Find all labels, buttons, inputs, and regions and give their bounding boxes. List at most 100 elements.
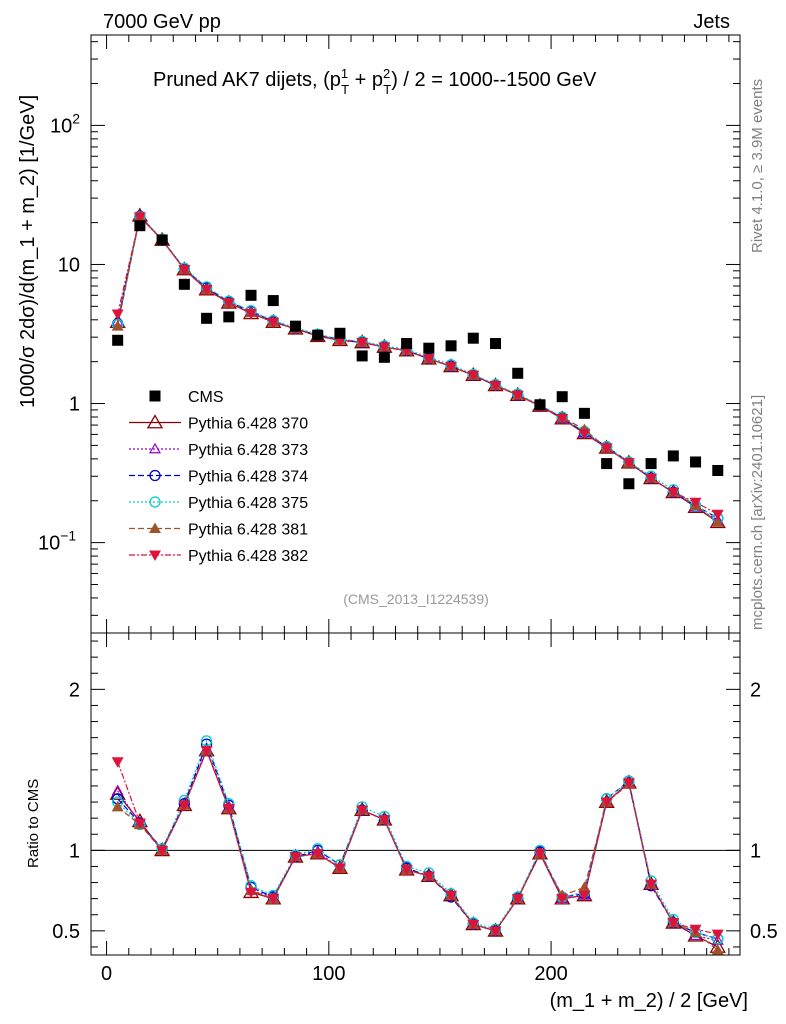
ratio-point-s382 [178, 800, 191, 812]
point-s382 [645, 473, 658, 485]
point-cms [556, 391, 568, 403]
ratio-series-s373 [111, 742, 724, 945]
ratio-point-s382 [511, 894, 524, 905]
ratio-point-s382 [289, 852, 302, 863]
title-sub1: T [341, 82, 349, 97]
ratio-point-s382 [156, 845, 169, 857]
point-s382 [356, 337, 369, 349]
ratio-point-s382 [222, 803, 235, 815]
ratio-point-s382 [578, 890, 591, 902]
legend-label-s381: Pythia 6.428 381 [188, 522, 308, 539]
y-tick-exponent: −1 [60, 528, 76, 544]
title-plus: + p [349, 69, 383, 91]
y-tick-base: 10 [38, 533, 60, 555]
ratio-point-s382 [400, 865, 413, 876]
point-cms [467, 332, 479, 344]
ratio-point-s382 [533, 849, 546, 860]
point-cms [245, 289, 257, 301]
point-s382 [200, 285, 213, 296]
y-tick-label: 10−1 [38, 528, 76, 555]
point-s382 [711, 509, 724, 521]
ratio-plot [109, 735, 726, 955]
legend-marker-s382 [149, 550, 161, 561]
ratio-point-s382 [200, 746, 213, 757]
legend-item-s382: Pythia 6.428 382 [129, 548, 308, 565]
y-tick-exponent: 2 [72, 110, 80, 126]
point-s382 [222, 298, 235, 309]
y-tick-base: 10 [50, 115, 72, 137]
point-cms [178, 278, 190, 290]
point-cms [356, 350, 368, 362]
series-line-s375 [117, 215, 719, 519]
ratio-point-s382 [245, 887, 258, 899]
point-s382 [267, 317, 280, 329]
point-cms [267, 295, 279, 307]
legend-marker-s374 [149, 469, 161, 482]
analysis-id: (CMS_2013_I1224539) [343, 591, 489, 607]
ratio-point-s382 [600, 797, 613, 809]
ratio-point-s382 [378, 815, 391, 826]
point-s382 [578, 428, 591, 440]
ratio-series-s382 [111, 746, 724, 941]
point-s382 [133, 212, 146, 223]
point-s382 [489, 380, 502, 392]
point-cms [690, 456, 702, 468]
point-s382 [622, 458, 635, 469]
point-s382 [667, 487, 680, 499]
point-s382 [511, 390, 524, 402]
ratio-line-s375 [117, 739, 718, 940]
plot-title: Pruned AK7 dijets, (p1 T + p2 T) / 2 = 100… [153, 66, 597, 97]
point-s381 [111, 320, 124, 331]
legend-marker-s373 [148, 442, 162, 454]
legend-item-s375: Pythia 6.428 375 [129, 495, 308, 512]
point-cms [490, 338, 502, 350]
ratio-point-s382 [689, 924, 702, 936]
point-cms [401, 338, 413, 350]
title-sup1: 1 [341, 66, 348, 81]
header-process: Jets [693, 11, 730, 33]
title-sup2: 2 [383, 66, 390, 81]
title-main: Pruned AK7 dijets, (p [153, 69, 341, 91]
legend-item-s381: Pythia 6.428 381 [129, 522, 308, 539]
ratio-point-s382 [645, 879, 658, 891]
ratio-series-s370 [109, 742, 726, 953]
point-s382 [600, 443, 613, 454]
ratio-tick-label-left: 0.5 [52, 921, 80, 943]
point-cms [578, 407, 590, 419]
legend: CMS Pythia 6.428 370 Pythia 6.428 373 Pythi… [129, 389, 308, 565]
y-tick-label: 1 [69, 394, 80, 416]
legend-item-s373: Pythia 6.428 373 [129, 442, 308, 459]
series-cms [112, 220, 724, 490]
ratio-point-s382 [445, 890, 458, 902]
ratio-point-s382 [467, 919, 480, 931]
x-tick-label: 0 [101, 963, 112, 985]
ratio-tick-label-right: 1 [750, 840, 761, 862]
point-cms [534, 399, 546, 411]
point-s381 [711, 516, 724, 527]
ratio-series-s381 [111, 744, 724, 955]
rivet-label: Rivet 4.1.0, ≥ 3.9M events [749, 79, 766, 253]
legend-label-s370: Pythia 6.428 370 [188, 416, 308, 433]
y-tick-label: 10 [58, 254, 80, 276]
ratio-tick-label-left: 2 [69, 679, 80, 701]
legend-marker-s370 [146, 414, 164, 429]
ratio-line-s382 [117, 748, 718, 935]
point-cms [334, 327, 346, 339]
legend-item-s370: Pythia 6.428 370 [129, 414, 308, 433]
point-cms [134, 220, 146, 232]
point-cms [667, 450, 679, 462]
bottom-panel-frame [90, 632, 741, 956]
ratio-tick-label-left: 1 [69, 840, 80, 862]
y-tick-label: 102 [50, 110, 80, 137]
ratio-point-s382 [311, 849, 324, 860]
ratio-series-s375 [112, 735, 724, 945]
legend-marker-cms [149, 390, 161, 402]
ratio-point-s381 [111, 800, 124, 812]
point-cms [378, 351, 390, 363]
point-cms [645, 458, 657, 470]
point-s382 [378, 342, 391, 353]
point-cms [512, 367, 524, 379]
legend-item-s374: Pythia 6.428 374 [129, 469, 308, 486]
